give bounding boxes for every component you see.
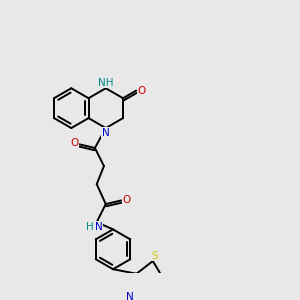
Text: O: O: [70, 138, 78, 148]
Text: O: O: [122, 194, 131, 205]
Text: O: O: [138, 85, 146, 95]
Text: N: N: [126, 292, 134, 300]
Text: N: N: [94, 222, 102, 232]
Text: S: S: [151, 250, 158, 261]
Text: NH: NH: [98, 78, 113, 88]
Text: H: H: [85, 222, 93, 232]
Text: N: N: [102, 128, 110, 138]
